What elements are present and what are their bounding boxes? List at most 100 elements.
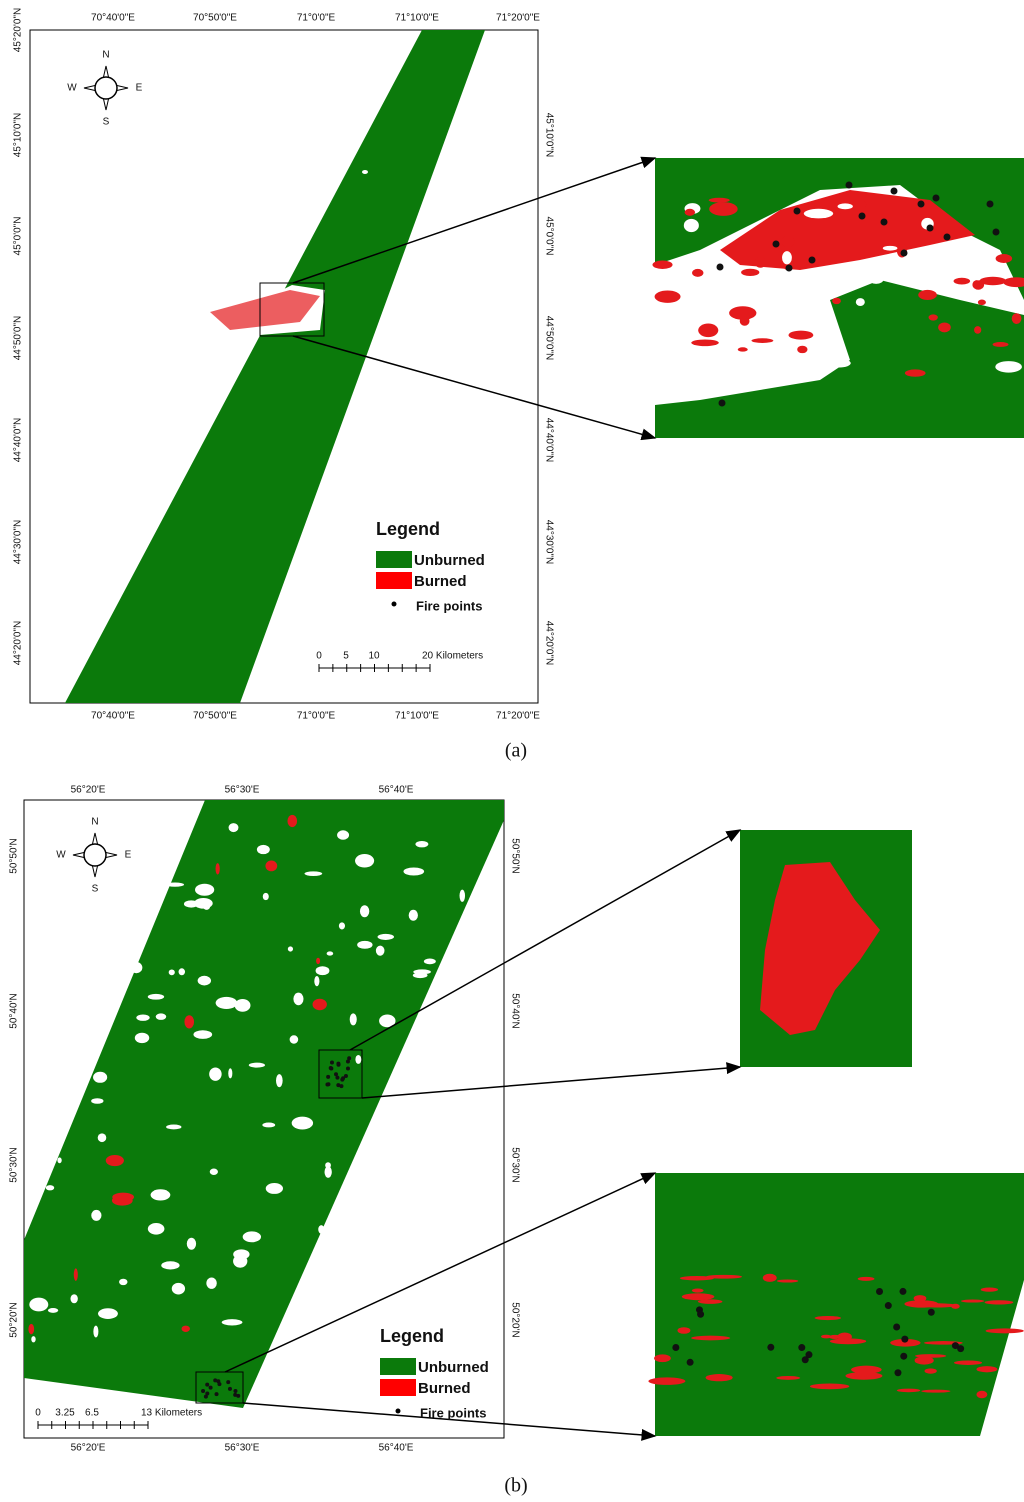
cloud [415,841,428,847]
x-axis-label: 70°40'0"E [91,13,135,24]
burn-patch [691,1336,730,1341]
burn-patch [853,201,867,209]
fire-point [805,1351,812,1358]
burn-patch [951,1304,960,1309]
burn-patch [741,269,759,276]
burn-patch [781,236,794,248]
burn-patch [709,198,730,203]
burn-patch [804,209,833,219]
fire-point [228,1387,232,1391]
scale-label: 20 Kilometers [422,651,483,662]
cloud [46,1185,54,1190]
cloud [378,934,394,940]
cloud [290,1035,299,1043]
cloud [151,1189,171,1200]
burn-patch [851,1366,882,1374]
compass-label: S [103,117,110,128]
fire-point [326,1075,330,1079]
fire-point [201,1389,205,1393]
cloud [292,1117,313,1130]
burn-patch [685,209,695,216]
cloud [305,871,323,876]
burn-patch [706,1374,733,1381]
cloud [216,997,238,1009]
legend-label: Fire points [420,1405,486,1420]
legend-label: Unburned [414,552,485,569]
x-axis-label: 71°20'0"E [496,13,540,24]
fire-point [213,1378,217,1382]
burn-patch [993,342,1009,347]
legend-label: Burned [414,573,467,590]
burn-patch [905,369,926,376]
compass-label: S [92,884,99,895]
y-axis-label: 50°20'N [509,1302,520,1337]
burn-patch [996,254,1013,263]
burn-patch [976,1366,997,1372]
fire-point [217,1382,221,1386]
cloud [314,976,319,986]
y-axis-label: 44°50'0"N [13,316,24,361]
x-axis-label: 71°0'0"E [297,13,336,24]
legend-swatch [392,602,397,607]
burn-patch [737,327,750,340]
scale-label: 0 [35,1408,41,1419]
compass-label: E [125,850,132,861]
burn-patch [729,306,756,319]
fire-point [672,1344,679,1351]
burn-patch [776,1376,800,1380]
burn-patch [682,1293,715,1300]
cloud [93,1326,98,1338]
cloud [161,1261,179,1269]
legend-swatch [380,1358,416,1375]
burn-patch [698,323,718,337]
cloud [249,1063,265,1068]
burn-patch [706,1275,742,1279]
cloud [57,1157,61,1163]
burn-patch [924,1368,936,1373]
cloud [182,1326,190,1332]
fire-point [687,1359,694,1366]
fire-point [891,188,898,195]
fire-point [336,1062,340,1066]
cloud [148,1223,165,1235]
burn-patch [979,277,1006,285]
scale-label: 3.25 [55,1408,75,1419]
cloud [355,854,374,868]
burn-patch [828,359,850,368]
fire-point [334,1072,338,1076]
burn-patch [883,246,898,251]
burn-patch [869,274,884,283]
burn-patch [684,219,699,232]
fire-point [346,1066,350,1070]
burn-patch [981,1287,998,1291]
fire-point [893,1323,900,1330]
y-axis-label: 44°40'0"N [543,418,554,463]
cloud [210,1169,218,1175]
burn-patch [954,1361,982,1365]
cloud [136,1014,149,1020]
burn-patch [832,298,841,304]
burn-patch [692,269,703,277]
y-axis-label: 44°50'0"N [543,316,554,361]
compass-label: W [56,850,66,861]
burn-patch [954,278,971,285]
y-axis-label: 44°30'0"N [543,520,554,565]
burn-patch [673,329,690,339]
panel-label: (b) [504,1475,527,1497]
x-axis-label: 56°30'E [225,1443,260,1454]
fire-point [226,1380,230,1384]
cloud [460,890,465,902]
cloud [130,962,142,973]
burn-patch [921,1390,950,1393]
burn-patch [919,1303,956,1307]
fire-point [339,1084,343,1088]
cloud [135,1033,149,1043]
burn-patch [652,261,672,269]
cloud [266,1183,283,1194]
fire-point [786,265,793,272]
legend-label: Fire points [416,598,482,613]
burn-patch [978,299,986,305]
legend-label: Burned [418,1380,471,1397]
fire-point [330,1060,334,1064]
y-axis-label: 50°20'N [9,1302,20,1337]
